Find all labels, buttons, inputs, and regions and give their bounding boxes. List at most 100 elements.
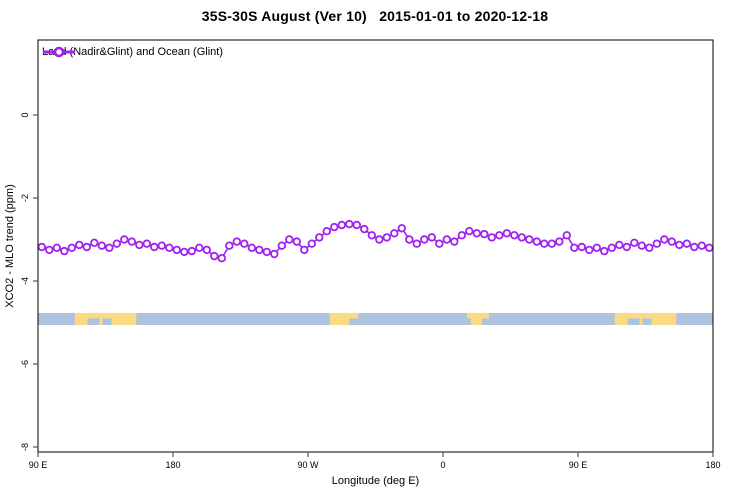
data-point	[315, 233, 324, 242]
data-point	[292, 237, 301, 246]
data-point	[60, 246, 69, 256]
x-tick-label: 180	[165, 460, 180, 470]
data-point	[345, 219, 354, 229]
data-point	[337, 220, 346, 230]
data-point	[525, 235, 534, 244]
data-point	[585, 245, 594, 255]
data-point	[660, 235, 669, 244]
data-point	[300, 245, 309, 255]
data-point	[697, 241, 706, 250]
data-point	[472, 229, 481, 238]
data-point	[127, 237, 136, 246]
data-point	[142, 239, 151, 248]
data-point	[247, 243, 256, 252]
data-point	[675, 240, 684, 250]
map-strip-ocean-notch	[102, 318, 112, 325]
data-point	[540, 239, 549, 248]
data-point	[652, 239, 661, 248]
plot-border	[37, 39, 714, 453]
map-strip-ocean	[38, 312, 713, 325]
data-point	[225, 241, 234, 250]
map-strip-ocean-notch	[87, 318, 100, 325]
data-point	[592, 243, 601, 252]
data-point	[45, 245, 54, 255]
data-point	[645, 243, 654, 252]
data-point	[397, 224, 406, 233]
data-point	[390, 229, 399, 238]
data-point	[240, 239, 249, 248]
data-point	[322, 226, 331, 236]
data-point	[157, 241, 166, 250]
data-point	[307, 239, 316, 248]
chart-title: 35S-30S August (Ver 10) 2015-01-01 to 20…	[201, 8, 549, 24]
data-point	[135, 240, 144, 250]
data-point	[457, 231, 466, 240]
data-point	[637, 241, 646, 250]
data-point	[682, 239, 691, 248]
data-point	[202, 245, 211, 255]
legend: Land (Nadir&Glint) and Ocean (Glint)	[42, 46, 223, 58]
y-axis-title: XCO2 - MLO trend (ppm)	[4, 184, 16, 308]
data-point	[195, 243, 204, 252]
x-tick-label: 90 E	[29, 460, 48, 470]
data-point	[172, 245, 181, 255]
data-point	[375, 235, 384, 244]
legend-marker-icon	[43, 46, 75, 58]
data-point	[502, 229, 511, 238]
data-point	[622, 242, 631, 252]
data-point	[577, 242, 586, 252]
data-point	[352, 220, 361, 230]
data-point	[382, 233, 391, 242]
data-point	[285, 235, 294, 244]
data-point	[517, 233, 526, 242]
data-point	[412, 239, 421, 248]
data-point	[420, 235, 429, 244]
data-point	[495, 231, 504, 240]
data-point	[217, 254, 226, 263]
data-point	[630, 238, 639, 247]
data-point	[667, 237, 676, 246]
data-point	[255, 245, 264, 255]
y-tick-label: -8	[20, 443, 30, 451]
data-point	[67, 243, 76, 252]
y-tick-label: -6	[20, 360, 30, 368]
data-point	[90, 238, 99, 247]
map-strip-ocean-notch	[467, 318, 471, 325]
data-point	[450, 237, 459, 246]
map-strip-ocean-notch	[627, 318, 640, 325]
data-point	[232, 237, 241, 246]
map-strip-ocean-notch	[482, 318, 489, 325]
data-point	[405, 235, 414, 244]
data-point	[510, 231, 519, 240]
data-point	[690, 242, 699, 252]
data-point	[547, 239, 556, 248]
data-point	[37, 242, 46, 252]
data-point	[615, 240, 624, 250]
data-point	[360, 224, 369, 234]
data-point	[97, 241, 106, 250]
x-tick-label: 90 W	[297, 460, 319, 470]
x-tick-label: 180	[705, 460, 720, 470]
data-point	[75, 240, 84, 250]
data-point	[570, 243, 579, 252]
data-point	[112, 239, 121, 248]
data-point	[270, 249, 279, 259]
data-point	[532, 237, 541, 246]
x-axis-title: Longitude (deg E)	[331, 475, 420, 487]
data-point	[150, 242, 159, 252]
data-point	[427, 233, 436, 242]
data-point	[210, 251, 219, 261]
x-tick-label: 0	[440, 460, 445, 470]
y-tick-label: -4	[20, 277, 30, 285]
x-tick-label: 90 E	[569, 460, 588, 470]
data-point	[277, 241, 286, 250]
data-point	[600, 246, 609, 256]
data-point	[82, 242, 91, 252]
data-point	[555, 237, 564, 246]
data-point	[607, 243, 616, 252]
data-point	[120, 235, 129, 244]
data-point	[435, 239, 444, 248]
data-point	[105, 243, 114, 252]
